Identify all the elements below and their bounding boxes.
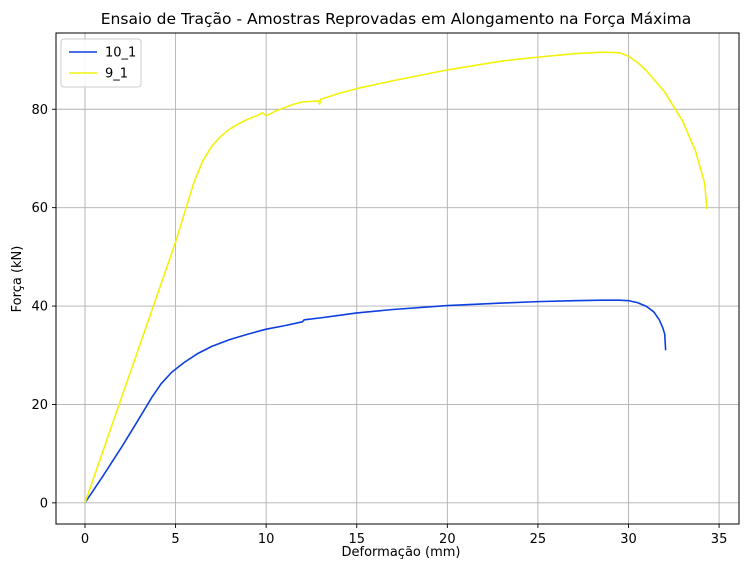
x-tick-label: 0 (81, 532, 89, 547)
series-line-10_1 (84, 299, 667, 504)
legend-label-10_1: 10_1 (105, 46, 136, 61)
y-axis-label: Força (kN) (10, 246, 25, 313)
legend-label-9_1: 9_1 (105, 67, 128, 82)
x-tick-label: 15 (348, 532, 365, 547)
x-axis-label: Deformação (mm) (342, 545, 461, 560)
ticks: 0 5 10 15 20 25 30 35 0 20 40 60 80 (31, 103, 727, 547)
legend-box (60, 38, 142, 88)
x-tick-label: 5 (171, 532, 179, 547)
series-layer (84, 51, 708, 504)
y-tick-label: 20 (31, 398, 48, 413)
series-line-9_1 (84, 51, 708, 504)
grid (56, 33, 739, 524)
x-tick-label: 35 (711, 532, 728, 547)
x-tick-label: 10 (258, 532, 275, 547)
chart-title: Ensaio de Tração - Amostras Reprovadas e… (101, 10, 692, 28)
plot-frame (55, 32, 740, 525)
y-tick-label: 0 (40, 496, 48, 511)
y-tick-label: 60 (31, 201, 48, 216)
x-tick-label: 20 (439, 532, 456, 547)
y-tick-label: 40 (31, 300, 48, 315)
x-tick-label: 25 (530, 532, 547, 547)
y-tick-label: 80 (31, 103, 48, 118)
legend: 10_1 9_1 (60, 38, 142, 88)
x-tick-label: 30 (620, 532, 637, 547)
